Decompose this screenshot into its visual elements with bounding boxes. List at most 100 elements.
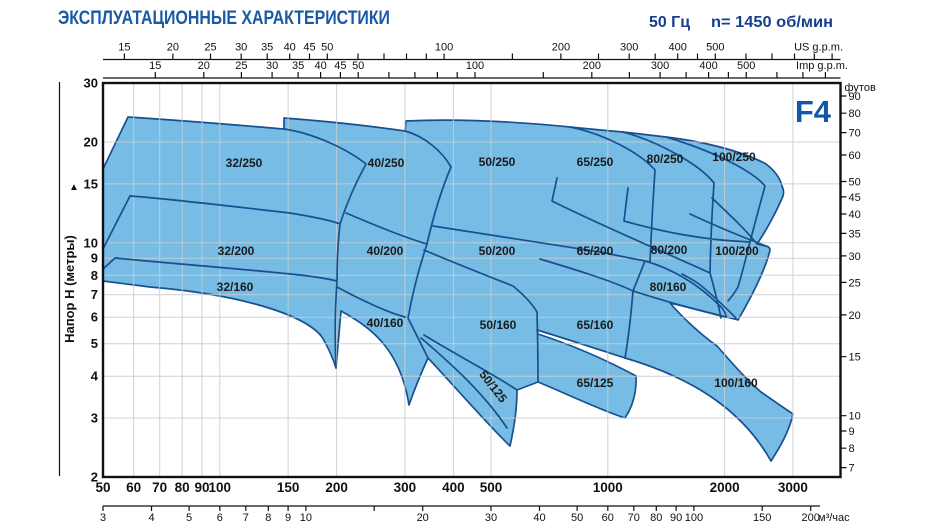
svg-text:9: 9 — [285, 512, 291, 524]
svg-text:32/160: 32/160 — [217, 280, 254, 294]
svg-text:150: 150 — [753, 512, 771, 524]
svg-text:50/160: 50/160 — [480, 318, 517, 332]
svg-text:100: 100 — [435, 42, 453, 54]
svg-text:20: 20 — [84, 135, 98, 150]
svg-text:8: 8 — [849, 443, 855, 455]
svg-text:65/200: 65/200 — [577, 244, 614, 258]
svg-text:300: 300 — [651, 60, 669, 72]
svg-text:35: 35 — [849, 228, 861, 240]
svg-text:2000: 2000 — [710, 480, 740, 495]
svg-text:65/160: 65/160 — [577, 318, 614, 332]
svg-text:35: 35 — [292, 60, 304, 72]
svg-text:60: 60 — [602, 512, 614, 524]
svg-text:3: 3 — [100, 512, 106, 524]
svg-text:30: 30 — [849, 251, 861, 263]
svg-text:40: 40 — [849, 209, 861, 221]
svg-text:400: 400 — [699, 60, 717, 72]
svg-text:15: 15 — [149, 60, 161, 72]
svg-text:7: 7 — [91, 287, 98, 302]
svg-text:Напор H (метры): Напор H (метры) — [62, 235, 77, 343]
svg-text:40/200: 40/200 — [367, 244, 404, 258]
svg-text:90: 90 — [670, 512, 682, 524]
svg-text:65/250: 65/250 — [577, 155, 614, 169]
svg-text:40: 40 — [533, 512, 545, 524]
svg-text:500: 500 — [480, 480, 503, 495]
svg-text:60: 60 — [126, 480, 141, 495]
svg-text:8: 8 — [265, 512, 271, 524]
svg-text:100/160: 100/160 — [714, 376, 758, 390]
svg-text:F4: F4 — [795, 94, 832, 129]
svg-text:15: 15 — [849, 352, 861, 364]
svg-text:25: 25 — [235, 60, 247, 72]
svg-text:50: 50 — [849, 177, 861, 189]
svg-text:25: 25 — [204, 42, 216, 54]
svg-text:200: 200 — [802, 512, 820, 524]
svg-text:30: 30 — [266, 60, 278, 72]
svg-text:80: 80 — [849, 108, 861, 120]
svg-text:10: 10 — [300, 512, 312, 524]
svg-text:20: 20 — [849, 310, 861, 322]
svg-text:65/125: 65/125 — [577, 376, 614, 390]
svg-text:80: 80 — [650, 512, 662, 524]
svg-text:32/200: 32/200 — [218, 244, 255, 258]
svg-text:2: 2 — [91, 470, 98, 485]
svg-text:50/250: 50/250 — [479, 155, 516, 169]
svg-text:200: 200 — [325, 480, 348, 495]
svg-text:15: 15 — [84, 176, 98, 191]
svg-text:500: 500 — [706, 42, 724, 54]
svg-text:50 Гц: 50 Гц — [649, 14, 690, 31]
svg-text:9: 9 — [849, 426, 855, 438]
svg-text:90: 90 — [194, 480, 209, 495]
svg-text:5: 5 — [186, 512, 192, 524]
svg-text:80/160: 80/160 — [650, 280, 687, 294]
svg-text:80: 80 — [175, 480, 190, 495]
svg-text:70: 70 — [849, 128, 861, 140]
svg-text:1000: 1000 — [593, 480, 623, 495]
svg-text:45: 45 — [303, 42, 315, 54]
svg-text:5: 5 — [91, 336, 98, 351]
svg-text:n= 1450 об/мин: n= 1450 об/мин — [711, 14, 833, 31]
svg-text:20: 20 — [198, 60, 210, 72]
svg-text:500: 500 — [737, 60, 755, 72]
svg-text:8: 8 — [91, 268, 98, 283]
svg-text:Imp g.p.m.: Imp g.p.m. — [796, 60, 848, 72]
svg-text:10: 10 — [849, 411, 861, 423]
svg-text:50: 50 — [571, 512, 583, 524]
svg-text:10: 10 — [84, 235, 98, 250]
svg-text:20: 20 — [167, 42, 179, 54]
svg-text:40/250: 40/250 — [368, 156, 405, 170]
svg-text:30: 30 — [235, 42, 247, 54]
svg-text:100: 100 — [209, 480, 232, 495]
svg-text:20: 20 — [417, 512, 429, 524]
svg-text:3000: 3000 — [778, 480, 808, 495]
svg-text:7: 7 — [849, 463, 855, 475]
svg-text:40: 40 — [284, 42, 296, 54]
svg-text:15: 15 — [118, 42, 130, 54]
svg-text:200: 200 — [583, 60, 601, 72]
svg-text:200: 200 — [552, 42, 570, 54]
svg-text:80/250: 80/250 — [647, 152, 684, 166]
svg-text:45: 45 — [849, 192, 861, 204]
svg-text:60: 60 — [849, 150, 861, 162]
svg-text:100/250: 100/250 — [712, 150, 756, 164]
svg-text:▲: ▲ — [69, 182, 79, 193]
svg-text:80/200: 80/200 — [651, 243, 688, 257]
svg-text:400: 400 — [669, 42, 687, 54]
svg-text:4: 4 — [91, 369, 99, 384]
svg-text:30: 30 — [84, 76, 98, 91]
svg-text:30: 30 — [485, 512, 497, 524]
svg-text:40/160: 40/160 — [367, 316, 404, 330]
svg-text:ЭКСПЛУАТАЦИОННЫЕ ХАРАКТЕРИСТИК: ЭКСПЛУАТАЦИОННЫЕ ХАРАКТЕРИСТИКИ — [58, 8, 390, 29]
svg-text:45: 45 — [334, 60, 346, 72]
svg-text:100: 100 — [466, 60, 484, 72]
svg-text:70: 70 — [628, 512, 640, 524]
svg-text:300: 300 — [620, 42, 638, 54]
svg-text:40: 40 — [314, 60, 326, 72]
svg-text:6: 6 — [91, 310, 98, 325]
svg-text:US g.p.m.: US g.p.m. — [794, 42, 843, 54]
svg-text:400: 400 — [442, 480, 465, 495]
svg-text:футов: футов — [845, 82, 876, 94]
svg-text:9: 9 — [91, 251, 98, 266]
svg-text:35: 35 — [261, 42, 273, 54]
svg-text:50: 50 — [95, 480, 110, 495]
